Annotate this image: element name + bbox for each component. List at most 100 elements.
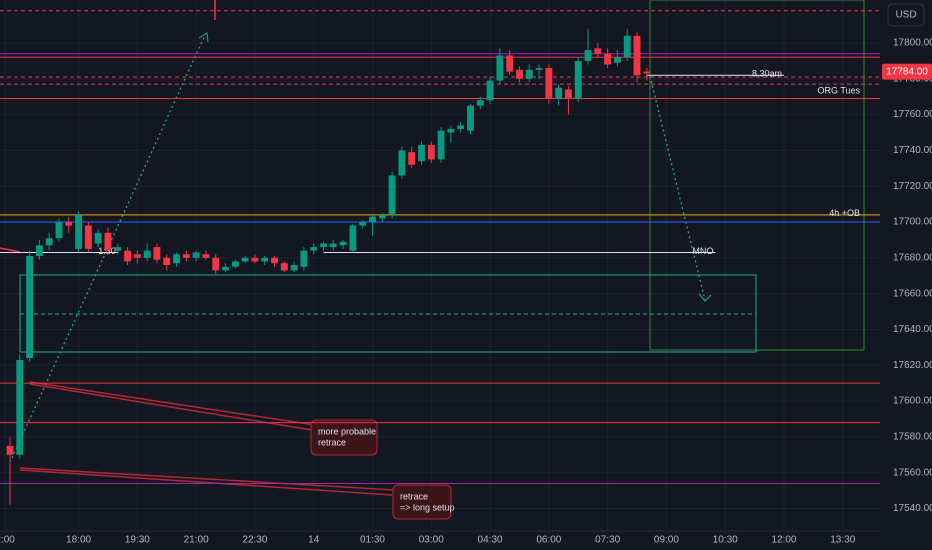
y-tick-label: 17720.00 (893, 181, 932, 192)
candle-body (457, 125, 465, 129)
currency: USD (895, 10, 916, 21)
x-tick-label: 13:30 (830, 535, 855, 546)
projection (649, 75, 706, 301)
y-tick-label: 17740.00 (893, 145, 932, 156)
candle-body (241, 257, 249, 262)
red-line (0, 247, 21, 253)
candle-body (408, 152, 416, 165)
x-tick-label: 01:30 (360, 535, 385, 546)
candle-body (604, 53, 612, 65)
candle-body (45, 238, 53, 246)
y-tick-label: 17700.00 (893, 217, 932, 228)
candle-body (84, 225, 92, 249)
candle-body (153, 247, 161, 260)
callout-text: retrace (318, 437, 346, 447)
candle-body (94, 232, 102, 244)
callout-text: more probable (318, 426, 376, 436)
callout-text: retrace (400, 491, 428, 501)
segment-label: MNO (692, 246, 713, 256)
drawn-lines: ORG Tues 4h +OB 8.30am MNO 1:30 (0, 10, 880, 484)
candle-body (535, 68, 543, 70)
candle-body (75, 214, 83, 249)
last-price-tag (882, 63, 932, 80)
candle-body (173, 254, 180, 264)
callout-pointer (19, 469, 393, 496)
candle-body (104, 232, 112, 251)
candle-body (300, 250, 308, 267)
candle-body (545, 68, 553, 99)
candle-body (369, 216, 376, 223)
y-tick-label: 17600.00 (893, 396, 932, 407)
candle-body (143, 250, 151, 258)
x-tick-label: 22:30 (242, 535, 267, 546)
candle-body (124, 250, 131, 262)
arrow-head (698, 293, 712, 302)
candle-body (525, 69, 533, 79)
candle-body (555, 87, 563, 99)
candle-body (349, 225, 357, 251)
candle-body (378, 214, 386, 219)
candle-body (212, 257, 220, 271)
candle-body (55, 222, 63, 239)
y-tick-label: 17640.00 (893, 324, 932, 335)
candle-body (516, 69, 523, 79)
candle-body (271, 257, 278, 264)
y-tick-label: 17620.00 (893, 360, 932, 371)
segment-label: 1:30 (98, 246, 116, 256)
candle-body (339, 241, 347, 246)
callout-box (310, 419, 378, 456)
x-tick-label: 21:00 (184, 535, 209, 546)
candle-body (329, 243, 337, 248)
candle-body (594, 48, 602, 54)
zone-box (649, 0, 865, 351)
y-tick-label: 17580.00 (893, 432, 932, 443)
x-tick-label: 14 (308, 535, 320, 546)
x-tick-label: 09:00 (654, 535, 679, 546)
y-tick-label: 17800.00 (893, 38, 932, 49)
callout-pointer (19, 467, 396, 491)
candle-body (447, 128, 455, 133)
candle-body (427, 145, 435, 160)
candle-body (398, 150, 406, 176)
currency-box[interactable] (887, 3, 925, 27)
y-tick-label: 17680.00 (893, 252, 932, 263)
candle-body (359, 222, 367, 226)
y-tick-label: 17560.00 (893, 467, 932, 478)
candle-body (614, 57, 621, 63)
callout-text: => long setup (400, 502, 455, 512)
candle-body (574, 60, 582, 99)
candle-body (163, 257, 171, 265)
line-label: 4h +OB (829, 208, 860, 218)
candle-body (192, 252, 200, 258)
axes: 17540.00 17560.00 17580.00 17600.00 17620.00… (0, 38, 932, 546)
price-axis (880, 0, 932, 550)
candle-body (310, 247, 318, 251)
line-label: ORG Tues (817, 86, 860, 96)
candle-body (222, 266, 229, 271)
candle-body (506, 55, 514, 72)
candle-body (251, 257, 259, 262)
candle-body (467, 105, 474, 131)
candle-body (65, 222, 73, 226)
y-tick-label: 17660.00 (893, 288, 932, 299)
candle-body (486, 80, 494, 101)
candle-body (202, 254, 210, 258)
segment-label: 8.30am (752, 69, 782, 79)
x-tick-label: 10:30 (713, 535, 738, 546)
x-tick-label: 2:00 (0, 535, 15, 546)
x-tick-label: 12:00 (771, 535, 796, 546)
callout-box (392, 484, 452, 520)
candle-body (231, 261, 239, 267)
candle-body (633, 35, 641, 76)
candle-body (584, 50, 592, 61)
y-tick-label: 17540.00 (893, 503, 932, 514)
candle-body (290, 265, 298, 271)
candle-body (261, 257, 269, 262)
candle-body (320, 243, 327, 248)
candle-body (26, 256, 34, 359)
candle-body (388, 175, 396, 215)
candle-body (35, 245, 43, 257)
callout-pointer (29, 381, 316, 426)
y-tick-label: 17760.00 (893, 109, 932, 120)
